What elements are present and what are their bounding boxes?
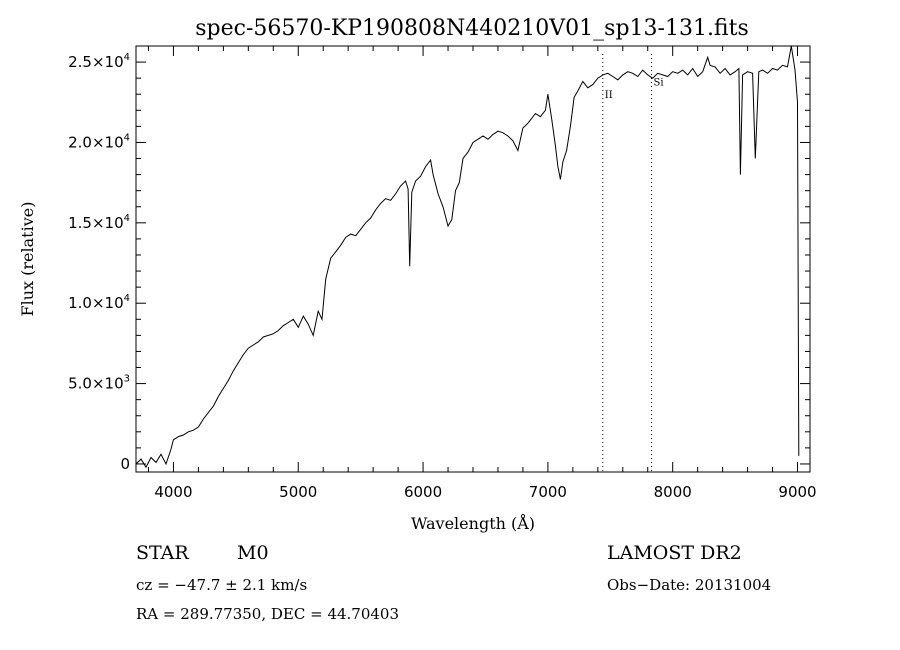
y-tick-label: 2.0×104: [68, 132, 130, 151]
y-tick-label: 1.0×104: [68, 293, 130, 312]
x-tick-label: 5000: [279, 483, 317, 501]
object-subclass: M0: [237, 542, 269, 564]
observation-date: Obs−Date: 20131004: [607, 576, 772, 594]
x-axis: 4000 5000 6000 7000 8000 9000: [147, 46, 817, 501]
redshift-cz: cz = −47.7 ± 2.1 km/s: [136, 576, 308, 594]
y-axis: 0 5.0×103 1.0×104 1.5×104 2.0×104 2.5×104: [68, 45, 810, 473]
spectrum-line: [135, 45, 800, 469]
plot-frame: [135, 45, 811, 473]
x-tick-label: 9000: [778, 483, 816, 501]
x-tick-label: 4000: [154, 483, 192, 501]
y-tick-label: 5.0×103: [68, 374, 130, 393]
x-tick-label: 8000: [654, 483, 692, 501]
survey-name: LAMOST DR2: [607, 542, 742, 564]
x-tick-label: 6000: [404, 483, 442, 501]
y-tick-label: 0: [120, 455, 130, 473]
annotation-label: II: [605, 90, 613, 101]
chart-title: spec-56570-KP190808N440210V01_sp13-131.f…: [195, 16, 749, 41]
coordinates: RA = 289.77350, DEC = 44.70403: [136, 605, 400, 623]
annotation-label: Si: [653, 77, 663, 88]
x-axis-label: Wavelength (Å): [411, 513, 535, 533]
y-axis-label: Flux (relative): [18, 202, 37, 317]
line-annotations: II Si: [602, 54, 664, 472]
y-tick-label: 2.5×104: [68, 52, 130, 71]
x-tick-label: 7000: [529, 483, 567, 501]
y-tick-label: 1.5×104: [68, 213, 130, 232]
object-class: STAR: [136, 542, 189, 564]
